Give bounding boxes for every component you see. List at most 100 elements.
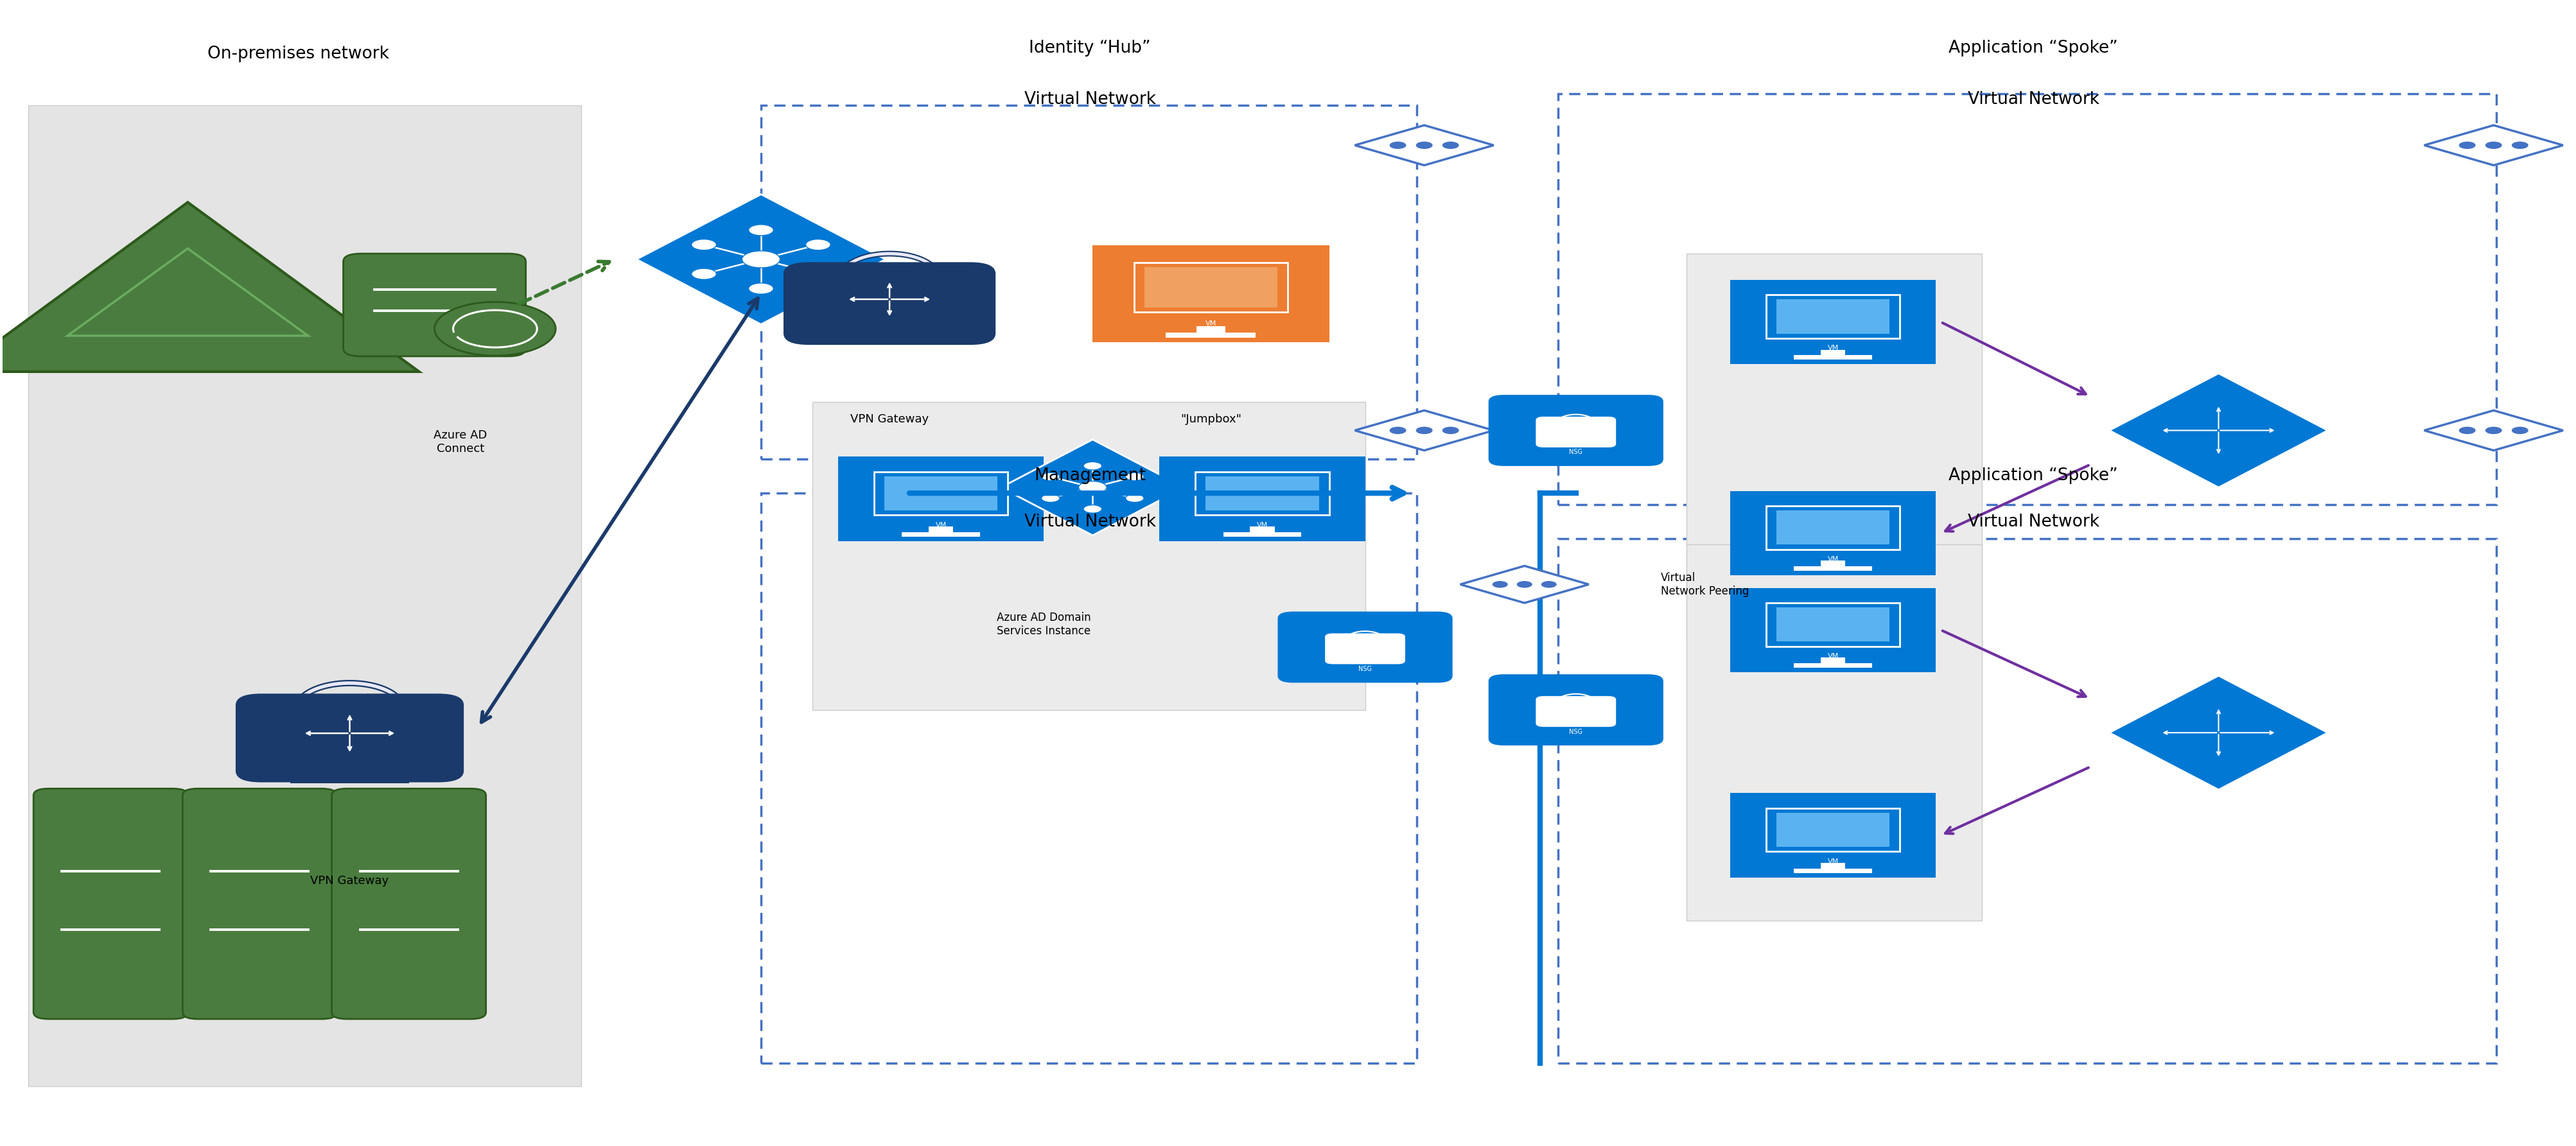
Polygon shape [2110,374,2329,487]
FancyBboxPatch shape [1731,793,1935,878]
FancyBboxPatch shape [1206,477,1319,510]
Circle shape [1084,505,1103,513]
FancyBboxPatch shape [1249,526,1275,536]
FancyBboxPatch shape [1821,350,1844,360]
FancyBboxPatch shape [1793,869,1873,873]
Text: VM: VM [1206,321,1216,327]
Circle shape [1126,494,1144,502]
FancyBboxPatch shape [1195,472,1329,515]
FancyBboxPatch shape [332,788,487,1019]
Text: Identity “Hub”: Identity “Hub” [1030,40,1151,56]
FancyBboxPatch shape [33,788,188,1019]
Circle shape [750,225,773,236]
FancyBboxPatch shape [811,402,1365,709]
FancyBboxPatch shape [1687,544,1981,921]
Text: VM: VM [935,521,945,528]
FancyBboxPatch shape [873,472,1007,515]
Text: Virtual Network: Virtual Network [1968,92,2099,108]
FancyBboxPatch shape [1489,395,1664,466]
Text: Azure AD
Connect: Azure AD Connect [433,430,487,454]
Circle shape [1079,481,1108,494]
Text: VM: VM [1826,556,1839,563]
FancyBboxPatch shape [291,772,410,784]
Polygon shape [1002,440,1185,535]
Text: NSG: NSG [1358,666,1373,672]
Polygon shape [1355,410,1494,450]
Text: VM: VM [1826,653,1839,659]
Text: VPN Gateway: VPN Gateway [850,414,930,425]
Text: Management: Management [1033,468,1146,485]
Circle shape [1417,426,1432,434]
Polygon shape [1355,125,1494,165]
FancyBboxPatch shape [1777,607,1891,642]
FancyBboxPatch shape [1092,245,1329,342]
Text: Application “Spoke”: Application “Spoke” [1950,40,2117,56]
Circle shape [742,251,781,268]
Text: Virtual
Network Peering: Virtual Network Peering [1662,572,1749,597]
FancyBboxPatch shape [183,788,337,1019]
Circle shape [1126,472,1144,480]
FancyBboxPatch shape [1731,490,1935,575]
FancyBboxPatch shape [1767,603,1901,646]
FancyBboxPatch shape [1535,696,1615,727]
Text: Virtual Network: Virtual Network [1025,92,1157,108]
Text: On-premises network: On-premises network [209,46,389,62]
Circle shape [2486,142,2501,149]
Text: VM: VM [1257,521,1267,528]
FancyBboxPatch shape [1687,253,1981,642]
FancyBboxPatch shape [1324,634,1406,665]
Text: "Jumpbox": "Jumpbox" [1180,414,1242,425]
Circle shape [2460,426,2476,434]
Polygon shape [2424,125,2563,165]
FancyBboxPatch shape [884,477,997,510]
Polygon shape [2110,676,2329,790]
Circle shape [1388,142,1406,149]
Circle shape [1417,142,1432,149]
FancyBboxPatch shape [332,766,368,774]
FancyBboxPatch shape [835,335,943,345]
Text: Azure AD Domain
Services Instance: Azure AD Domain Services Instance [997,612,1090,637]
Circle shape [1517,581,1533,588]
Circle shape [1084,462,1103,470]
Circle shape [1041,494,1059,502]
Circle shape [690,240,716,250]
FancyBboxPatch shape [1167,332,1257,338]
Text: VM: VM [1826,345,1839,352]
FancyBboxPatch shape [927,526,953,536]
FancyBboxPatch shape [343,253,526,356]
FancyBboxPatch shape [1777,510,1891,544]
FancyBboxPatch shape [234,693,464,783]
Circle shape [435,301,556,355]
Circle shape [1492,581,1507,588]
FancyBboxPatch shape [1159,456,1365,541]
FancyBboxPatch shape [1278,612,1453,683]
FancyBboxPatch shape [1793,355,1873,360]
FancyBboxPatch shape [1767,295,1901,338]
FancyBboxPatch shape [1731,588,1935,673]
Circle shape [2486,426,2501,434]
Text: VPN Gateway: VPN Gateway [312,876,389,887]
Circle shape [750,283,773,295]
Circle shape [806,268,829,280]
Text: Application “Spoke”: Application “Spoke” [1950,468,2117,485]
Circle shape [2512,426,2527,434]
FancyBboxPatch shape [783,262,994,345]
FancyBboxPatch shape [1198,325,1226,338]
Text: NSG: NSG [1569,729,1582,735]
FancyBboxPatch shape [1767,505,1901,549]
FancyBboxPatch shape [1793,664,1873,668]
FancyBboxPatch shape [1224,532,1301,536]
FancyBboxPatch shape [1777,299,1891,333]
Circle shape [2460,142,2476,149]
Polygon shape [2424,410,2563,450]
FancyBboxPatch shape [1489,674,1664,745]
FancyBboxPatch shape [902,532,979,536]
Text: VM: VM [1826,858,1839,865]
Circle shape [690,268,716,280]
Polygon shape [636,195,886,324]
FancyBboxPatch shape [873,329,907,336]
Polygon shape [0,203,420,371]
FancyBboxPatch shape [1821,560,1844,571]
FancyBboxPatch shape [1535,417,1615,447]
Polygon shape [1461,566,1589,603]
